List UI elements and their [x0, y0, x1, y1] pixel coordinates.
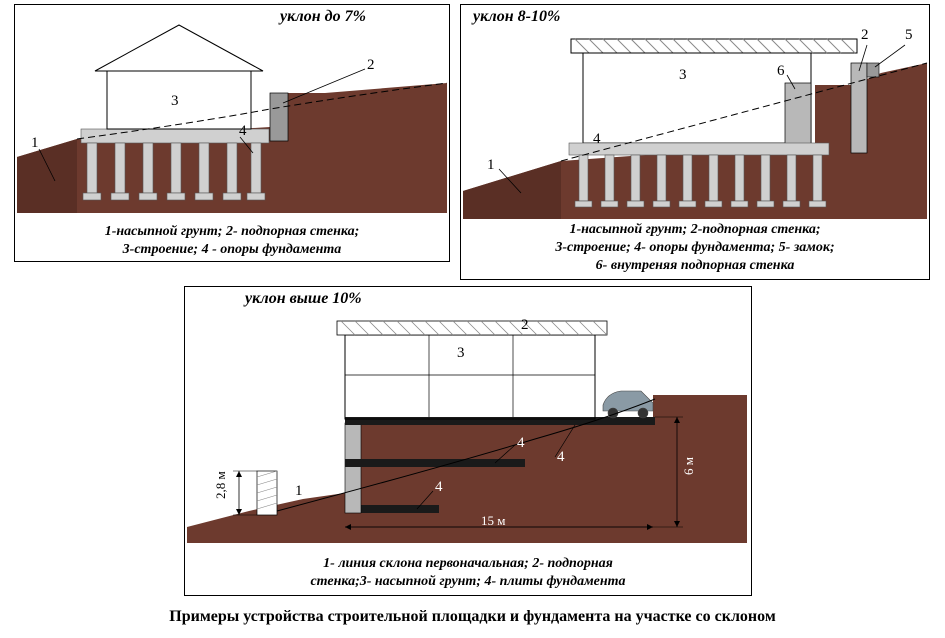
main-title: Примеры устройства строительной площадки…: [0, 608, 945, 626]
diagram-slope-above-10: [185, 299, 753, 561]
label-4: 4: [593, 131, 601, 148]
label-4c: 4: [435, 479, 443, 496]
label-2: 2: [367, 57, 375, 74]
dim-15m: 15 м: [481, 513, 505, 529]
label-2: 2: [861, 27, 869, 44]
label-6: 6: [777, 63, 785, 80]
label-4a: 4: [517, 435, 525, 452]
panel-legend: 1-насыпной грунт; 2- подпорная стенка;3-…: [15, 223, 449, 259]
diagram-slope-7: [15, 21, 451, 231]
diagram-slope-8-10: [461, 21, 931, 231]
panel-slope-8-10: уклон 8-10%: [460, 4, 930, 280]
panel-legend: 1-насыпной грунт; 2-подпорная стенка;3-с…: [461, 221, 929, 276]
label-1: 1: [295, 483, 303, 500]
label-1: 1: [31, 135, 39, 152]
dim-6m: 6 м: [681, 457, 697, 475]
label-3: 3: [679, 67, 687, 84]
panel-slope-above-10: уклон выше 10%: [184, 286, 752, 596]
label-3: 3: [171, 93, 179, 110]
label-5: 5: [905, 27, 913, 44]
label-1: 1: [487, 157, 495, 174]
label-2: 2: [521, 317, 529, 334]
dim-2-8m: 2,8 м: [213, 471, 229, 499]
label-3: 3: [457, 345, 465, 362]
label-4b: 4: [557, 449, 565, 466]
panel-slope-7: уклон до 7% 1 2 3 4 1-насыпной: [14, 4, 450, 262]
label-4: 4: [239, 123, 247, 140]
panel-legend: 1- линия склона первоначальная; 2- подпо…: [185, 555, 751, 591]
